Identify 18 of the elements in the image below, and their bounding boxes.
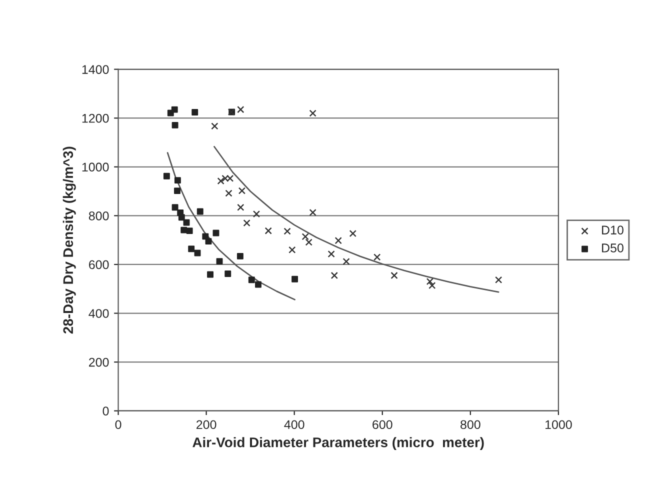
x-tick-label: 1000 <box>546 420 572 430</box>
y-axis-title: 28-Day Dry Density (kg/m^3) <box>62 146 76 334</box>
y-tick-label: 1400 <box>82 65 109 74</box>
x-tick-label: 600 <box>372 420 392 430</box>
y-tick-label: 400 <box>88 309 109 318</box>
y-tick-label: 600 <box>89 260 109 270</box>
y-tick-label: 800 <box>88 211 109 220</box>
x-axis-title: Air-Void Diameter Parameters (micro meter) <box>192 437 484 450</box>
x-tick-label: 200 <box>196 420 216 430</box>
legend-label: D50 <box>602 244 624 252</box>
legend-label: D10 <box>602 226 624 234</box>
y-tick-label: 1000 <box>82 162 109 172</box>
x-tick-label: 0 <box>115 420 122 430</box>
y-tick-label: 1200 <box>82 114 109 123</box>
x-tick-label: 400 <box>284 420 304 430</box>
y-tick-label: 0 <box>102 406 109 416</box>
y-tick-label: 200 <box>89 358 109 367</box>
x-tick-label: 800 <box>460 420 480 430</box>
